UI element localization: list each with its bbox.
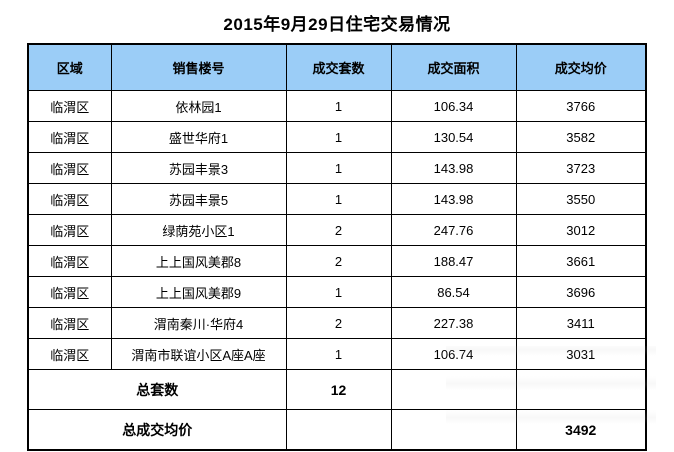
cell-units: 2 bbox=[285, 307, 392, 339]
table-row: 临渭区 绿荫苑小区1 2 247.76 3012 bbox=[27, 214, 647, 246]
cell-building: 渭南秦川·华府4 bbox=[110, 307, 287, 339]
header-cell-area: 成交面积 bbox=[390, 43, 517, 91]
cell-region: 临渭区 bbox=[27, 152, 112, 184]
cell-units: 2 bbox=[285, 245, 392, 277]
total-units-area-empty bbox=[390, 369, 517, 410]
cell-building: 依林园1 bbox=[110, 90, 287, 122]
table-row: 临渭区 盛世华府1 1 130.54 3582 bbox=[27, 121, 647, 153]
transactions-table: 区域 销售楼号 成交套数 成交面积 成交均价 临渭区 依林园1 1 106.34… bbox=[27, 43, 647, 451]
cell-price: 3661 bbox=[515, 245, 647, 277]
header-cell-building: 销售楼号 bbox=[110, 43, 287, 91]
cell-region: 临渭区 bbox=[27, 245, 112, 277]
cell-area: 86.54 bbox=[390, 276, 517, 308]
total-units-price-empty bbox=[515, 369, 647, 410]
cell-building: 苏园丰景3 bbox=[110, 152, 287, 184]
cell-area: 106.74 bbox=[390, 338, 517, 370]
cell-region: 临渭区 bbox=[27, 90, 112, 122]
header-row: 区域 销售楼号 成交套数 成交面积 成交均价 bbox=[27, 43, 647, 91]
cell-region: 临渭区 bbox=[27, 307, 112, 339]
cell-units: 1 bbox=[285, 183, 392, 215]
total-price-units-empty bbox=[285, 409, 392, 451]
cell-region: 临渭区 bbox=[27, 338, 112, 370]
table-row: 临渭区 依林园1 1 106.34 3766 bbox=[27, 90, 647, 122]
cell-area: 106.34 bbox=[390, 90, 517, 122]
cell-units: 1 bbox=[285, 338, 392, 370]
cell-units: 1 bbox=[285, 152, 392, 184]
cell-building: 渭南市联谊小区A座A座 bbox=[110, 338, 287, 370]
cell-price: 3696 bbox=[515, 276, 647, 308]
page-title: 2015年9月29日住宅交易情况 bbox=[223, 15, 451, 34]
table-row: 临渭区 渭南市联谊小区A座A座 1 106.74 3031 bbox=[27, 338, 647, 370]
cell-price: 3550 bbox=[515, 183, 647, 215]
cell-price: 3031 bbox=[515, 338, 647, 370]
cell-region: 临渭区 bbox=[27, 276, 112, 308]
cell-price: 3723 bbox=[515, 152, 647, 184]
cell-price: 3012 bbox=[515, 214, 647, 246]
header-cell-units: 成交套数 bbox=[285, 43, 392, 91]
cell-units: 1 bbox=[285, 276, 392, 308]
cell-area: 188.47 bbox=[390, 245, 517, 277]
cell-price: 3411 bbox=[515, 307, 647, 339]
cell-region: 临渭区 bbox=[27, 214, 112, 246]
total-units-label: 总套数 bbox=[27, 369, 287, 410]
total-units-row: 总套数 12 bbox=[27, 369, 647, 410]
cell-building: 上上国风美郡8 bbox=[110, 245, 287, 277]
table-row: 临渭区 上上国风美郡8 2 188.47 3661 bbox=[27, 245, 647, 277]
cell-building: 盛世华府1 bbox=[110, 121, 287, 153]
total-price-value: 3492 bbox=[515, 409, 647, 451]
header-cell-price: 成交均价 bbox=[515, 43, 647, 91]
cell-price: 3766 bbox=[515, 90, 647, 122]
total-price-row: 总成交均价 3492 bbox=[27, 409, 647, 451]
cell-units: 2 bbox=[285, 214, 392, 246]
cell-area: 143.98 bbox=[390, 183, 517, 215]
cell-building: 苏园丰景5 bbox=[110, 183, 287, 215]
cell-units: 1 bbox=[285, 121, 392, 153]
cell-building: 上上国风美郡9 bbox=[110, 276, 287, 308]
table-row: 临渭区 苏园丰景3 1 143.98 3723 bbox=[27, 152, 647, 184]
cell-region: 临渭区 bbox=[27, 183, 112, 215]
total-units-value: 12 bbox=[285, 369, 392, 410]
table-row: 临渭区 苏园丰景5 1 143.98 3550 bbox=[27, 183, 647, 215]
cell-area: 247.76 bbox=[390, 214, 517, 246]
total-price-area-empty bbox=[390, 409, 517, 451]
cell-area: 227.38 bbox=[390, 307, 517, 339]
cell-building: 绿荫苑小区1 bbox=[110, 214, 287, 246]
total-price-label: 总成交均价 bbox=[27, 409, 287, 451]
cell-price: 3582 bbox=[515, 121, 647, 153]
cell-area: 143.98 bbox=[390, 152, 517, 184]
table-row: 临渭区 渭南秦川·华府4 2 227.38 3411 bbox=[27, 307, 647, 339]
table-row: 临渭区 上上国风美郡9 1 86.54 3696 bbox=[27, 276, 647, 308]
cell-region: 临渭区 bbox=[27, 121, 112, 153]
header-cell-region: 区域 bbox=[27, 43, 112, 91]
cell-units: 1 bbox=[285, 90, 392, 122]
cell-area: 130.54 bbox=[390, 121, 517, 153]
